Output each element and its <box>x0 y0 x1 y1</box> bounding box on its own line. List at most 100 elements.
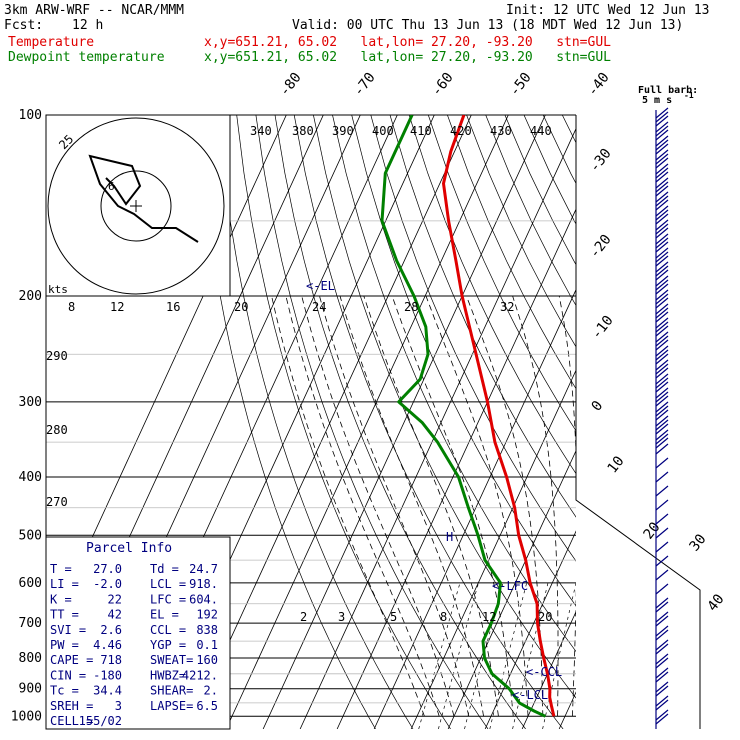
wind-barb <box>655 695 669 707</box>
parcel-value: 22 <box>108 592 122 606</box>
wind-barb <box>655 255 669 267</box>
pressure-label: 200 <box>19 289 42 304</box>
isotherm-label: -30 <box>587 146 615 176</box>
dry-adiabat-line <box>427 115 576 432</box>
parcel-value: 0.1 <box>196 638 218 652</box>
barb-key-title: Full barb: <box>638 85 698 96</box>
wind-barb <box>655 199 669 211</box>
wind-barb <box>655 307 669 319</box>
wind-barb <box>655 171 669 183</box>
parcel-title: Parcel Info <box>86 541 172 556</box>
dry-adiabat-line <box>408 115 576 475</box>
barb-key-unit-exponent: -1 <box>684 91 694 100</box>
parcel-value: HWBZ= <box>150 668 186 682</box>
mixing-ratio-label: 12 <box>482 610 496 624</box>
parcel-value: 42 <box>108 608 122 622</box>
moist-adiabat-line <box>339 295 484 717</box>
wind-barb <box>655 685 669 697</box>
dry-adiabat-line <box>255 115 489 729</box>
wind-barb <box>655 499 669 511</box>
pressure-label: 600 <box>19 576 42 591</box>
parcel-value: 718 <box>100 653 122 667</box>
theta-e-label: 340 <box>250 124 272 138</box>
isotherm-label: 0 <box>589 398 607 414</box>
wind-barb <box>655 139 669 151</box>
wind-barb <box>655 167 669 179</box>
dry-adiabat-line <box>542 115 576 185</box>
moist-adiabat-line <box>587 296 602 716</box>
parcel-value: CCL = <box>150 623 186 637</box>
wind-barb <box>655 279 669 291</box>
dry-adiabat-line <box>639 115 740 729</box>
isotherm-label: 30 <box>687 531 710 554</box>
parcel-value: 3 <box>115 699 122 713</box>
wind-barb <box>655 111 669 123</box>
hodograph-units-label: kts <box>48 283 68 296</box>
theta-label: 290 <box>46 349 68 363</box>
plot-right-border <box>575 115 701 729</box>
wind-barb <box>655 387 669 399</box>
wind-barb <box>655 129 669 141</box>
dry-adiabat-line <box>466 115 576 348</box>
isotherm-label: 10 <box>605 453 628 476</box>
wind-barb <box>655 471 669 483</box>
parcel-value: Td = <box>150 562 179 576</box>
mixing-ratio-label: 20 <box>538 610 552 624</box>
parcel-value: 4.46 <box>93 638 122 652</box>
theta-e-label: 430 <box>490 124 512 138</box>
moist-adiabat-line <box>363 295 499 717</box>
wind-barb <box>655 321 669 333</box>
parcel-value: TT = <box>50 608 79 622</box>
parcel-value: SREH = <box>50 699 93 713</box>
isotherm-label: -10 <box>589 313 617 343</box>
parcel-value: 6.5 <box>196 699 218 713</box>
wind-barb <box>655 433 669 445</box>
isotherm-line <box>447 449 576 729</box>
dewpoint-trace <box>380 115 547 718</box>
wind-barb <box>655 405 669 417</box>
wind-barb <box>655 335 669 347</box>
wind-barb <box>655 185 669 197</box>
wind-barb <box>655 349 669 361</box>
forecast-hour: 12 h <box>72 18 104 33</box>
wind-barb <box>655 583 669 595</box>
isotherm-line <box>299 127 576 729</box>
parcel-value: SVI = <box>50 623 86 637</box>
wind-barb <box>655 135 669 147</box>
isotherm-line <box>262 115 546 729</box>
theta-e-label: 440 <box>530 124 552 138</box>
parcel-value: LCL = <box>150 577 186 591</box>
parcel-value: EL = <box>150 608 179 622</box>
isotherm-line <box>225 115 509 729</box>
isotherm-label: -40 <box>585 70 613 100</box>
wind-barb <box>655 699 669 711</box>
parcel-panel-box <box>45 536 231 730</box>
wind-barb <box>655 149 669 161</box>
mixing-ratio-label: 28 <box>404 300 418 314</box>
wind-barb <box>655 237 669 249</box>
isotherm-line <box>633 115 740 729</box>
theta-e-label: 380 <box>292 124 314 138</box>
wind-barb <box>655 153 669 165</box>
mixing-ratio-line <box>418 582 461 729</box>
pressure-label: 500 <box>19 528 42 543</box>
wind-barb <box>655 429 669 441</box>
mixing-ratio-line <box>542 582 576 729</box>
parcel-value: 604. <box>189 592 218 606</box>
dry-adiabat-line <box>447 115 576 390</box>
pressure-label: 900 <box>19 682 42 697</box>
wind-barb <box>655 261 669 273</box>
wind-barb <box>655 205 669 217</box>
wind-barb <box>655 643 669 655</box>
level-marker-label: <-EL <box>306 279 335 293</box>
wind-barb <box>655 191 669 203</box>
parcel-value: CAPE = <box>50 653 93 667</box>
parcel-value: SWEAT= <box>150 653 193 667</box>
parcel-value: K = <box>50 592 72 606</box>
parcel-value: LFC = <box>150 592 186 606</box>
wind-barb <box>655 219 669 231</box>
mixing-ratio-label: 16 <box>166 300 180 314</box>
parcel-value: SHEAR= <box>150 684 193 698</box>
